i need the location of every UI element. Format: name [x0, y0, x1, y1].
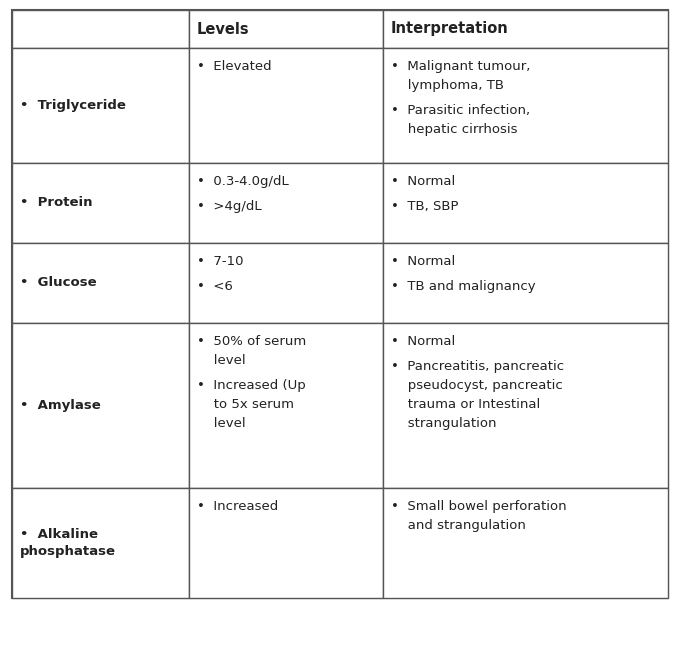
- Text: trauma or Intestinal: trauma or Intestinal: [395, 398, 540, 411]
- Text: •  7-10: • 7-10: [197, 255, 243, 268]
- Bar: [12, 488, 189, 598]
- Text: •  Increased: • Increased: [197, 500, 278, 513]
- Text: •  Pancreatitis, pancreatic: • Pancreatitis, pancreatic: [390, 360, 564, 373]
- Text: •  Normal: • Normal: [390, 335, 455, 348]
- Text: •  Elevated: • Elevated: [197, 60, 272, 73]
- Bar: [12, 48, 189, 163]
- Text: pseudocyst, pancreatic: pseudocyst, pancreatic: [395, 379, 563, 392]
- Text: •  Parasitic infection,: • Parasitic infection,: [390, 104, 530, 117]
- Bar: [12, 10, 668, 598]
- Bar: [383, 243, 668, 323]
- Bar: [189, 323, 383, 488]
- Text: •  0.3-4.0g/dL: • 0.3-4.0g/dL: [197, 175, 289, 188]
- Text: •  TB, SBP: • TB, SBP: [390, 200, 458, 213]
- Text: •  Small bowel perforation: • Small bowel perforation: [390, 500, 566, 513]
- Text: •  Increased (Up: • Increased (Up: [197, 379, 306, 392]
- Text: to 5x serum: to 5x serum: [201, 398, 294, 411]
- Bar: [383, 323, 668, 488]
- Text: level: level: [201, 354, 246, 367]
- Bar: [383, 163, 668, 243]
- Bar: [189, 10, 383, 48]
- Bar: [12, 243, 189, 323]
- Bar: [189, 48, 383, 163]
- Text: •  TB and malignancy: • TB and malignancy: [390, 280, 535, 293]
- Bar: [383, 488, 668, 598]
- Text: Levels: Levels: [197, 21, 250, 36]
- Bar: [383, 48, 668, 163]
- Text: •  Glucose: • Glucose: [20, 277, 97, 289]
- Text: Interpretation: Interpretation: [390, 21, 509, 36]
- Text: •  <6: • <6: [197, 280, 233, 293]
- Text: •  Malignant tumour,: • Malignant tumour,: [390, 60, 530, 73]
- Bar: [12, 10, 189, 48]
- Text: •  Amylase: • Amylase: [20, 399, 101, 412]
- Bar: [189, 488, 383, 598]
- Text: •  Normal: • Normal: [390, 255, 455, 268]
- Text: lymphoma, TB: lymphoma, TB: [395, 79, 504, 92]
- Text: •  Alkaline
phosphatase: • Alkaline phosphatase: [20, 528, 116, 559]
- Text: •  50% of serum: • 50% of serum: [197, 335, 307, 348]
- Text: •  >4g/dL: • >4g/dL: [197, 200, 262, 213]
- Bar: [383, 10, 668, 48]
- Text: strangulation: strangulation: [395, 417, 496, 430]
- Text: •  Normal: • Normal: [390, 175, 455, 188]
- Text: •  Triglyceride: • Triglyceride: [20, 99, 126, 112]
- Bar: [12, 323, 189, 488]
- Text: •  Protein: • Protein: [20, 197, 92, 209]
- Text: and strangulation: and strangulation: [395, 519, 526, 532]
- Text: hepatic cirrhosis: hepatic cirrhosis: [395, 123, 517, 136]
- Bar: [189, 243, 383, 323]
- Bar: [12, 163, 189, 243]
- Text: level: level: [201, 417, 246, 430]
- Bar: [189, 163, 383, 243]
